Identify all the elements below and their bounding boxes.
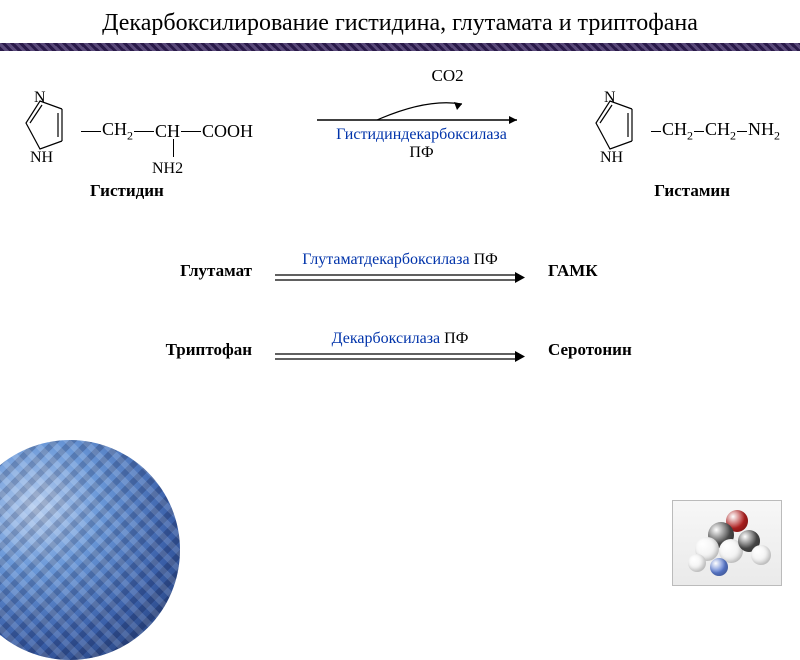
reaction3-arrow-block: Декарбоксилаза ПФ [270, 330, 530, 369]
reaction1-cofactor: ПФ [312, 144, 532, 162]
title-bar: Декарбоксилирование гистидина, глутамата… [0, 0, 800, 51]
gaba-name: ГАМК [548, 261, 668, 281]
reaction2-cofactor: ПФ [474, 251, 498, 268]
tryptophan-name: Триптофан [132, 340, 252, 360]
reaction1-arrow [317, 100, 527, 124]
histamine-structure: N NH CH2 CH2 NH2 [590, 91, 780, 171]
content-area: N NH CH2 CH COOH NH2 CO2 [0, 51, 800, 369]
reaction1-names: Гистидин Гистамин [20, 181, 780, 201]
ring-n-label-r: N [604, 89, 616, 107]
histidine-chain: CH2 CH COOH NH2 [80, 119, 253, 144]
co2-label: CO2 [432, 66, 464, 86]
decorative-sphere [0, 440, 180, 660]
reaction2-arrow [275, 271, 525, 285]
histidine-name: Гистидин [90, 181, 164, 201]
imidazole-ring-right: N NH [590, 91, 650, 171]
atom [710, 558, 728, 576]
ring-nh-label-r: NH [600, 149, 623, 167]
reaction-2: Глутамат Глутаматдекарбоксилаза ПФ ГАМК [20, 251, 780, 290]
reaction2-arrow-block: Глутаматдекарбоксилаза ПФ [270, 251, 530, 290]
reaction-1: N NH CH2 CH COOH NH2 CO2 [20, 91, 780, 171]
serotonin-name: Серотонин [548, 340, 668, 360]
page-title: Декарбоксилирование гистидина, глутамата… [0, 10, 800, 37]
reaction3-cofactor: ПФ [444, 330, 468, 347]
text-reactions: Глутамат Глутаматдекарбоксилаза ПФ ГАМК … [20, 251, 780, 369]
reaction3-arrow [275, 350, 525, 364]
ring-n-label: N [34, 89, 46, 107]
histamine-name: Гистамин [654, 181, 730, 201]
ring-nh-label: NH [30, 149, 53, 167]
molecule-inset [672, 500, 782, 586]
nh2-label: NH2 [152, 160, 183, 178]
reaction2-enzyme: Глутаматдекарбоксилаза [302, 251, 469, 268]
glutamate-name: Глутамат [132, 261, 252, 281]
histamine-chain: CH2 CH2 NH2 [650, 119, 780, 144]
atom [688, 554, 706, 572]
reaction1-arrow-block: CO2 Гистидиндекарбоксилаза ПФ [312, 100, 532, 162]
atom [751, 545, 771, 565]
imidazole-ring-left: N NH [20, 91, 80, 171]
reaction-3: Триптофан Декарбоксилаза ПФ Серотонин [20, 330, 780, 369]
histidine-structure: N NH CH2 CH COOH NH2 [20, 91, 253, 171]
reaction3-enzyme: Декарбоксилаза [332, 330, 441, 347]
